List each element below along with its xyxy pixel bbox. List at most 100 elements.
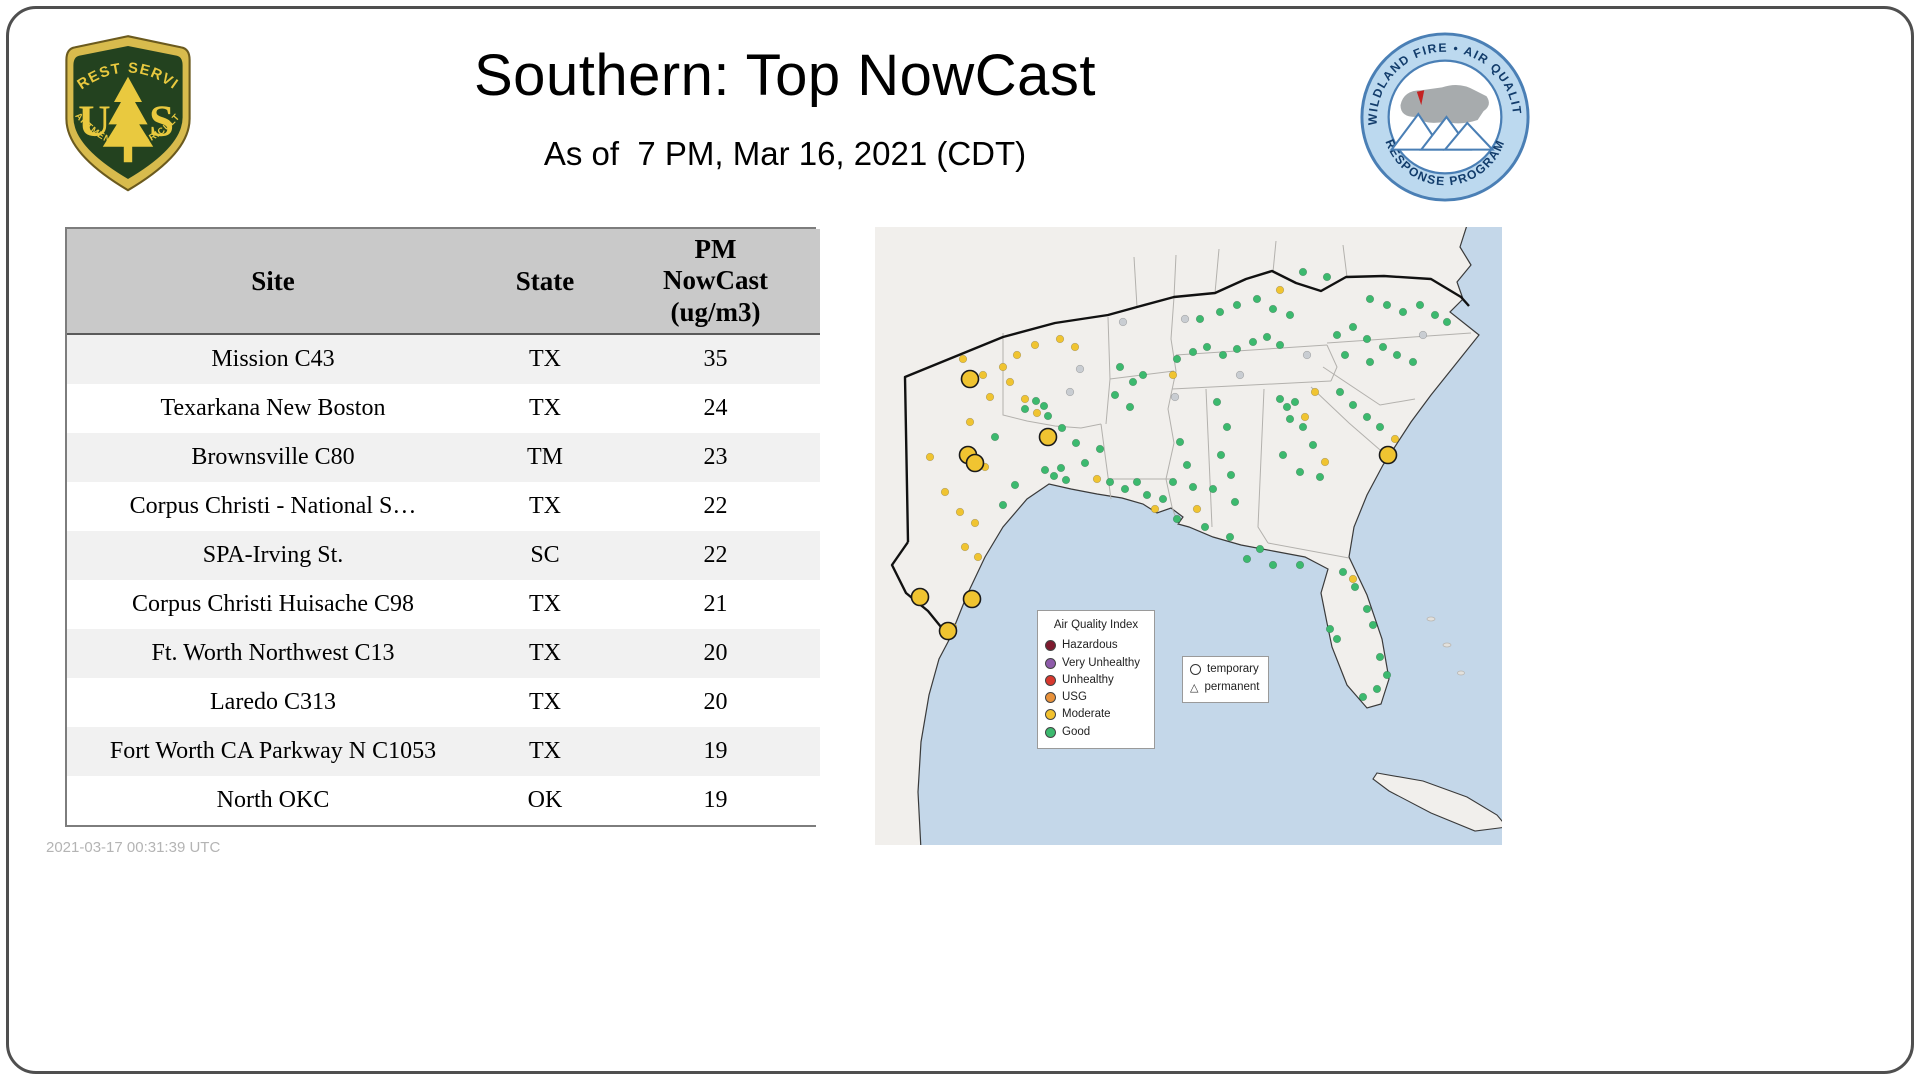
monitor-dot (1105, 477, 1115, 487)
aqi-legend-label: Hazardous (1062, 639, 1118, 652)
pm-nowcast-cell: 35 (703, 346, 728, 372)
aqi-legend-label: Good (1062, 725, 1091, 738)
aqi-legend-item: Moderate (1045, 706, 1147, 723)
column-header-pm-nowcast: PM NowCast (ug/m3) (611, 229, 820, 335)
monitor-dot (1188, 347, 1198, 357)
pm-nowcast-cell: 23 (703, 444, 728, 470)
monitor-dot (1350, 582, 1360, 592)
island (1442, 642, 1452, 648)
state-cell: TX (529, 689, 561, 715)
aqi-color-swatch (1045, 674, 1056, 686)
aqi-color-swatch (1045, 657, 1056, 669)
header: Southern: Top NowCast As of 7 PM, Mar 16… (230, 42, 1340, 173)
pine-tree-icon (102, 76, 154, 163)
monitor-dot (1365, 357, 1375, 367)
monitor-dot (1208, 484, 1218, 494)
monitor-dot (1020, 394, 1030, 404)
monitor-dot (1442, 317, 1452, 327)
monitor-dot (1188, 482, 1198, 492)
temporary-monitor-dot (962, 589, 982, 609)
aqi-legend-item: Hazardous (1045, 637, 1147, 654)
table-row: North OKC OK 19 (67, 776, 820, 825)
site-cell: Brownsville C80 (191, 444, 355, 470)
permanent-triangle-icon: △ (1190, 681, 1199, 695)
table-row: Mission C43 TX 35 (67, 334, 820, 384)
monitor-dot (1255, 544, 1265, 554)
column-header-site: Site (67, 229, 479, 335)
monitor-dot (1180, 314, 1190, 324)
monitor-dot (1030, 340, 1040, 350)
svg-text:S: S (149, 96, 174, 146)
monitor-dot (1142, 490, 1152, 500)
state-borders (1002, 240, 1472, 559)
wfaqrp-logo: WILDLAND FIRE • AIR QUALITY RESPONSE PRO… (1351, 17, 1534, 206)
monitor-dot (1295, 467, 1305, 477)
monitor-dot (1372, 684, 1382, 694)
page-subtitle: As of 7 PM, Mar 16, 2021 (CDT) (543, 135, 1027, 172)
monitor-dot (1080, 458, 1090, 468)
pm-nowcast-cell: 22 (703, 493, 728, 519)
monitor-dot (970, 518, 980, 528)
site-cell: Fort Worth CA Parkway N C1053 (109, 738, 437, 764)
southern-region-map (875, 227, 1502, 845)
monitor-dot (1195, 314, 1205, 324)
monitor-dot (1232, 300, 1242, 310)
aqi-legend-label: USG (1062, 691, 1087, 703)
aqi-legend-label: Very Unhealthy (1062, 656, 1140, 669)
table-header-row: Site State PM NowCast (ug/m3) (67, 229, 820, 335)
aqi-legend-items: Hazardous Very Unhealthy Unhealthy USG Moder… (1045, 637, 1147, 741)
aqi-color-swatch (1045, 709, 1056, 721)
temporary-monitor-dot (1378, 445, 1398, 465)
aqi-legend-item: USG (1045, 689, 1147, 706)
monitor-dot (1382, 670, 1392, 680)
wfaqrp-circle-icon: WILDLAND FIRE • AIR QUALITY RESPONSE PRO… (1351, 17, 1530, 202)
monitor-dot (1285, 414, 1295, 424)
temporary-monitor-dot (938, 621, 958, 641)
monitor-dot (1268, 304, 1278, 314)
monitor-dot (1138, 370, 1148, 380)
temporary-monitor-dot (1038, 427, 1058, 447)
monitor-dot (1232, 344, 1242, 354)
state-cell: TX (529, 493, 561, 519)
pm-nowcast-cell: 20 (703, 689, 728, 715)
site-cell: SPA-Irving St. (202, 542, 344, 568)
monitor-dot (1298, 267, 1308, 277)
monitor-dot (1348, 322, 1358, 332)
monitor-dot (1358, 692, 1368, 702)
table-row: Laredo C313 TX 20 (67, 678, 820, 727)
monitor-dot (1132, 477, 1142, 487)
pm-nowcast-cell: 19 (703, 787, 728, 813)
monitor-dot (1300, 412, 1310, 422)
aqi-legend: Air Quality Index Hazardous Very Unhealth… (1037, 610, 1155, 749)
monitor-dot (1262, 332, 1272, 342)
aqi-color-swatch (1045, 692, 1056, 704)
state-cell: TM (527, 444, 563, 470)
column-header-state: State (479, 229, 611, 335)
site-cell: Mission C43 (211, 346, 335, 372)
monitor-dot (1118, 317, 1128, 327)
table-row: SPA-Irving St. SC 22 (67, 531, 820, 580)
table-row: Ft. Worth Northwest C13 TX 20 (67, 629, 820, 678)
table-row: Corpus Christi Huisache C98 TX 21 (67, 580, 820, 629)
aqi-legend-item: Unhealthy (1045, 672, 1147, 689)
monitor-dot (1348, 574, 1358, 584)
monitor-dot (1225, 532, 1235, 542)
site-cell: Texarkana New Boston (160, 395, 386, 421)
monitor-dot (1340, 350, 1350, 360)
site-cell: Corpus Christi Huisache C98 (132, 591, 414, 617)
monitor-dot (1298, 422, 1308, 432)
generation-timestamp: 2021-03-17 00:31:39 UTC (46, 839, 221, 856)
monitor-dot (1335, 387, 1345, 397)
aqi-legend-label: Moderate (1062, 708, 1111, 721)
monitor-dot (1332, 330, 1342, 340)
monitor-dot (1039, 401, 1049, 411)
aqi-color-swatch (1045, 726, 1056, 738)
pm-nowcast-cell: 24 (703, 395, 728, 421)
monitor-dot (1378, 342, 1388, 352)
monitor-dot (1128, 377, 1138, 387)
state-cell: TX (529, 738, 561, 764)
mountain-icon (1442, 121, 1495, 151)
monitor-dot (1325, 624, 1335, 634)
monitor-dot (1308, 440, 1318, 450)
